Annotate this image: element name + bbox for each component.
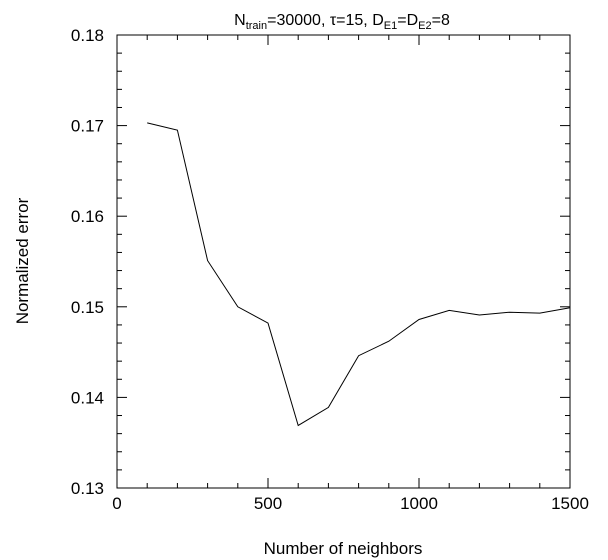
x-axis-label: Number of neighbors bbox=[264, 539, 423, 558]
title-part-3: E1 bbox=[384, 20, 397, 32]
x-tick-label: 1000 bbox=[400, 494, 438, 513]
chart-title: Ntrain=30000, τ=15, DE1=DE2=8 bbox=[234, 12, 450, 32]
y-tick-label: 0.16 bbox=[71, 207, 104, 226]
title-part-1: train bbox=[246, 20, 267, 32]
x-tick-label: 1500 bbox=[551, 494, 589, 513]
title-part-2: =30000, τ=15, D bbox=[267, 12, 384, 29]
y-tick-label: 0.17 bbox=[71, 117, 104, 136]
title-part-4: =D bbox=[397, 12, 418, 29]
series-line bbox=[147, 122, 571, 427]
axis-ticks bbox=[116, 34, 571, 489]
plot-frame bbox=[116, 34, 571, 489]
y-axis-label: Normalized error bbox=[13, 197, 32, 324]
x-tick-label: 500 bbox=[254, 494, 282, 513]
y-tick-label: 0.14 bbox=[71, 388, 104, 407]
y-tick-label: 0.13 bbox=[71, 479, 104, 498]
title-part-6: =8 bbox=[432, 12, 450, 29]
x-tick-label: 0 bbox=[112, 494, 121, 513]
axis-tick-labels: 0 500 1000 1500 0.13 0.14 0.15 0.16 0.17 0.18 bbox=[71, 26, 589, 513]
title-part-5: E2 bbox=[418, 20, 431, 32]
y-tick-label: 0.15 bbox=[71, 298, 104, 317]
y-tick-label: 0.18 bbox=[71, 26, 104, 45]
title-part-0: N bbox=[234, 12, 246, 29]
